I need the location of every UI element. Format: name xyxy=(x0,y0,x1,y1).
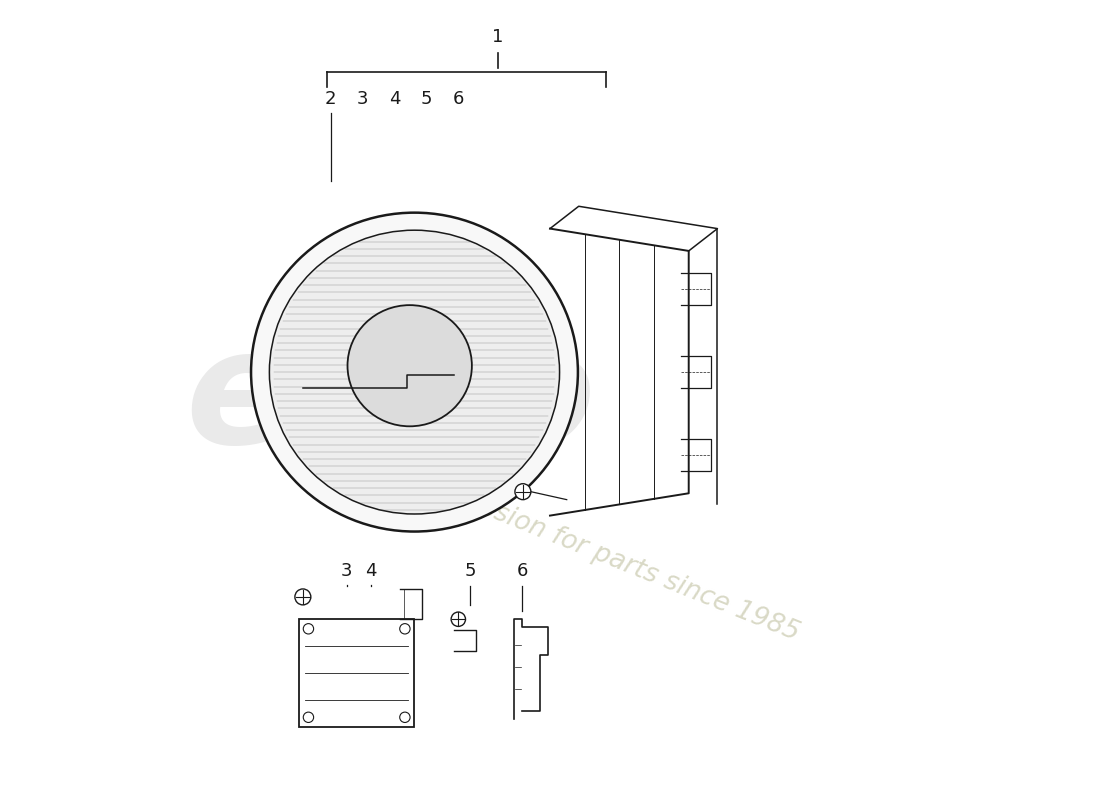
Ellipse shape xyxy=(270,230,560,514)
Ellipse shape xyxy=(348,305,472,426)
Text: 6: 6 xyxy=(516,562,528,581)
Ellipse shape xyxy=(295,589,311,605)
Text: 4: 4 xyxy=(365,562,376,581)
Text: 6: 6 xyxy=(452,90,464,108)
Bar xyxy=(299,619,415,727)
Ellipse shape xyxy=(451,612,465,626)
Ellipse shape xyxy=(515,484,531,500)
Text: 4: 4 xyxy=(388,90,400,108)
Text: 5: 5 xyxy=(464,562,476,581)
Text: euro: euro xyxy=(185,322,596,478)
Text: 5: 5 xyxy=(420,90,432,108)
Text: 3: 3 xyxy=(356,90,369,108)
Ellipse shape xyxy=(251,213,578,531)
Text: 2: 2 xyxy=(324,90,337,108)
Text: 3: 3 xyxy=(341,562,352,581)
Text: a passion for parts since 1985: a passion for parts since 1985 xyxy=(425,473,803,646)
Text: 1: 1 xyxy=(493,28,504,46)
